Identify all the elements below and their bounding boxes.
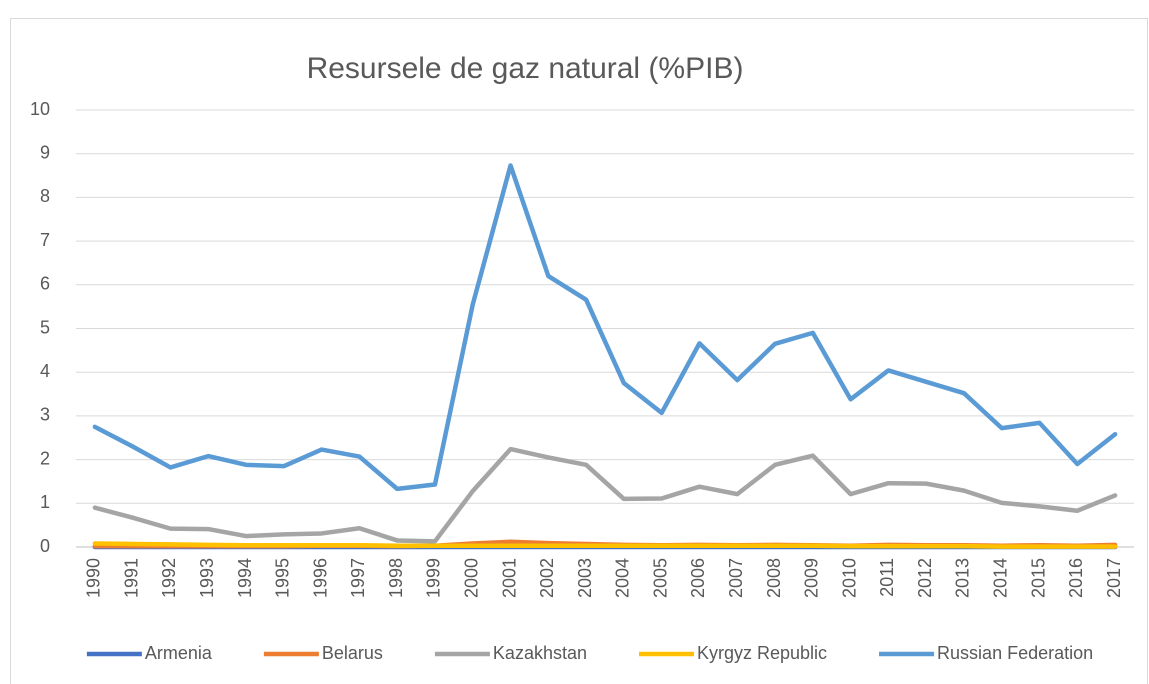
x-tick-label: 2003 (575, 558, 595, 598)
line-series (92, 163, 1118, 492)
legend-label: Armenia (145, 643, 213, 663)
x-tick-label: 1993 (197, 558, 217, 598)
chart-title: Resursele de gaz natural (%PIB) (307, 52, 744, 85)
x-tick-label: 2016 (1066, 558, 1086, 598)
x-tick-label: 1996 (310, 558, 330, 598)
x-tick-label: 1994 (235, 558, 255, 598)
x-tick-label: 2017 (1104, 558, 1124, 598)
y-tick-label: 9 (40, 142, 50, 162)
x-tick-label: 2013 (953, 558, 973, 598)
x-tick-label: 2011 (877, 558, 897, 597)
x-tick-label: 2006 (688, 558, 708, 598)
x-tick-label: 2002 (537, 558, 557, 598)
y-tick-label: 5 (40, 317, 50, 337)
legend-label: Kyrgyz Republic (697, 643, 827, 663)
x-tick-label: 1992 (159, 558, 179, 598)
y-tick-label: 1 (40, 492, 50, 512)
x-tick-label: 1998 (386, 558, 406, 598)
x-tick-label: 1999 (424, 558, 444, 598)
legend-label: Belarus (322, 643, 383, 663)
x-tick-label: 1990 (84, 558, 104, 598)
x-tick-label: 1997 (348, 558, 368, 598)
x-tick-label: 2014 (991, 558, 1011, 598)
x-tick-label: 2004 (613, 558, 633, 598)
line-series (92, 541, 1118, 549)
x-tick-label: 2007 (726, 558, 746, 598)
x-tick-label: 2015 (1028, 558, 1048, 598)
y-tick-label: 4 (40, 361, 50, 381)
legend-label: Kazakhstan (493, 643, 587, 663)
y-tick-label: 10 (30, 99, 50, 119)
x-tick-label: 2008 (764, 558, 784, 598)
y-tick-label: 7 (40, 230, 50, 250)
y-tick-label: 6 (40, 274, 50, 294)
x-tick-label: 2009 (802, 558, 822, 598)
x-tick-label: 1995 (273, 558, 293, 598)
line-series (92, 446, 1118, 544)
y-tick-label: 2 (40, 448, 50, 468)
x-tick-label: 1991 (121, 558, 141, 598)
x-tick-label: 2010 (839, 558, 859, 598)
x-tick-label: 2000 (462, 558, 482, 598)
y-tick-label: 0 (40, 536, 50, 556)
legend-label: Russian Federation (937, 643, 1093, 663)
x-tick-label: 2005 (650, 558, 670, 598)
x-tick-label: 2012 (915, 558, 935, 598)
y-tick-label: 3 (40, 405, 50, 425)
y-tick-label: 8 (40, 186, 50, 206)
x-tick-label: 2001 (499, 558, 519, 598)
chart-border (10, 18, 1148, 684)
